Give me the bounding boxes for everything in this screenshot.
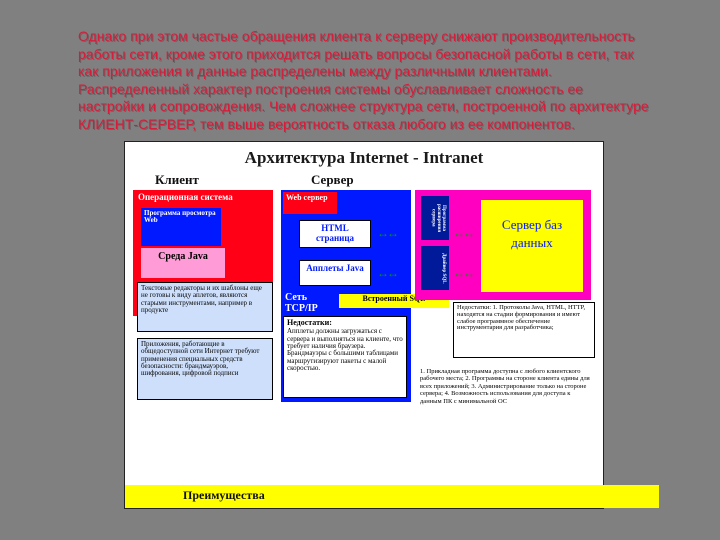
server-db-box: Сервер баз данных [481,200,583,292]
annotation-box: Недостатки: 1. Протоколы Java, HTML, HTT… [453,302,595,358]
server-sql-driver: Драйвер SQL [421,246,449,290]
applet-box: Апплеты Java [299,260,371,286]
web-server-label: Web сервер [283,192,337,214]
advantages-strip: Преимущества [125,485,659,508]
column-labels: Клиент Сервер [133,172,595,188]
advantages-label: Преимущества [183,488,265,502]
client-java-env: Среда Java [141,248,225,278]
os-label: Операционная система [133,190,273,205]
network-note-box: Недостатки: Апплеты должны загружаться с… [283,316,407,398]
arrow-icon: ↔↔ [377,226,397,240]
server-column-label: Сервер [279,172,471,188]
note-box-1: Текстовые редакторы и их шаблоны еще не … [137,282,273,332]
note-box-2: Приложения, работающие в общедоступной с… [137,338,273,400]
server-ext-program: Программа расширения сервера [421,196,449,240]
client-column-label: Клиент [133,172,279,188]
diagram-title: Архитектура Internet - Intranet [133,148,595,168]
network-note-text: Апплеты должны загружаться с сервера и в… [287,327,403,372]
html-page-box: HTML страница [299,220,371,248]
client-web-viewer: Программа просмотра Web [141,208,221,246]
arrow-icon: ↔↔ [453,266,473,280]
architecture-diagram: Архитектура Internet - Intranet Клиент С… [124,141,604,509]
advantages-list: 1. Прикладная программа доступна с любог… [417,366,593,452]
network-title: Сеть TCP/IP [285,292,335,314]
arrow-icon: ↔↔ [377,266,397,280]
arrow-icon: ↔↔ [453,226,473,240]
network-title-text: Сеть TCP/IP [285,292,335,314]
intro-paragraph: Однако при этом частые обращения клиента… [78,28,650,133]
